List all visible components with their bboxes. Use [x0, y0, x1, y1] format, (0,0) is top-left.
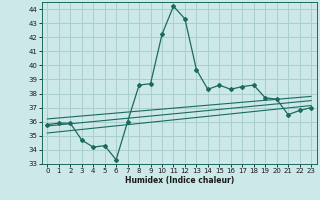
X-axis label: Humidex (Indice chaleur): Humidex (Indice chaleur) [124, 176, 234, 185]
